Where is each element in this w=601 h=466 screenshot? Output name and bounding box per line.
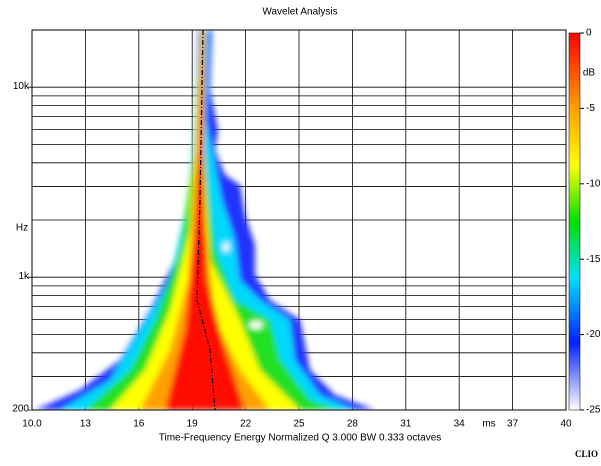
chart-title: Wavelet Analysis bbox=[262, 7, 337, 18]
plot-frame bbox=[31, 29, 567, 411]
x-tick-label: 25 bbox=[293, 419, 305, 430]
x-tick-label: 37 bbox=[507, 419, 519, 430]
colorbar-label: dB bbox=[583, 68, 596, 79]
y-tick-label: 1k bbox=[18, 271, 30, 282]
x-tick-label: 16 bbox=[133, 419, 145, 430]
x-tick-label: 13 bbox=[80, 419, 92, 430]
x-tick-label: 31 bbox=[400, 419, 412, 430]
y-axis-label: Hz bbox=[16, 223, 28, 234]
x-tick-label: 40 bbox=[560, 419, 572, 430]
x-tick-label: 10.0 bbox=[22, 419, 42, 430]
colorbar-tick-label: -10 bbox=[586, 178, 601, 189]
wavelet-map bbox=[35, 30, 375, 410]
x-tick-label: 22 bbox=[240, 419, 252, 430]
x-tick-label: 34 bbox=[454, 419, 466, 430]
x-tick-label: 19 bbox=[187, 419, 199, 430]
colorbar-tick-label: -15 bbox=[586, 254, 601, 265]
colorbar-tick-label: 0 bbox=[586, 28, 592, 39]
y-tick-label: 10k bbox=[13, 81, 30, 92]
x-axis-label: Time-Frequency Energy Normalized Q 3.000… bbox=[159, 433, 442, 444]
x-unit: ms bbox=[482, 419, 495, 430]
x-tick-label: 28 bbox=[347, 419, 359, 430]
colorbar-tick-label: -5 bbox=[586, 103, 595, 114]
colorbar-tick-label: -20 bbox=[586, 329, 601, 340]
brand: CLIO bbox=[575, 449, 598, 459]
y-tick-label: 200 bbox=[12, 404, 29, 415]
colorbar bbox=[568, 32, 581, 411]
colorbar-tick-label: -25 bbox=[586, 405, 601, 416]
